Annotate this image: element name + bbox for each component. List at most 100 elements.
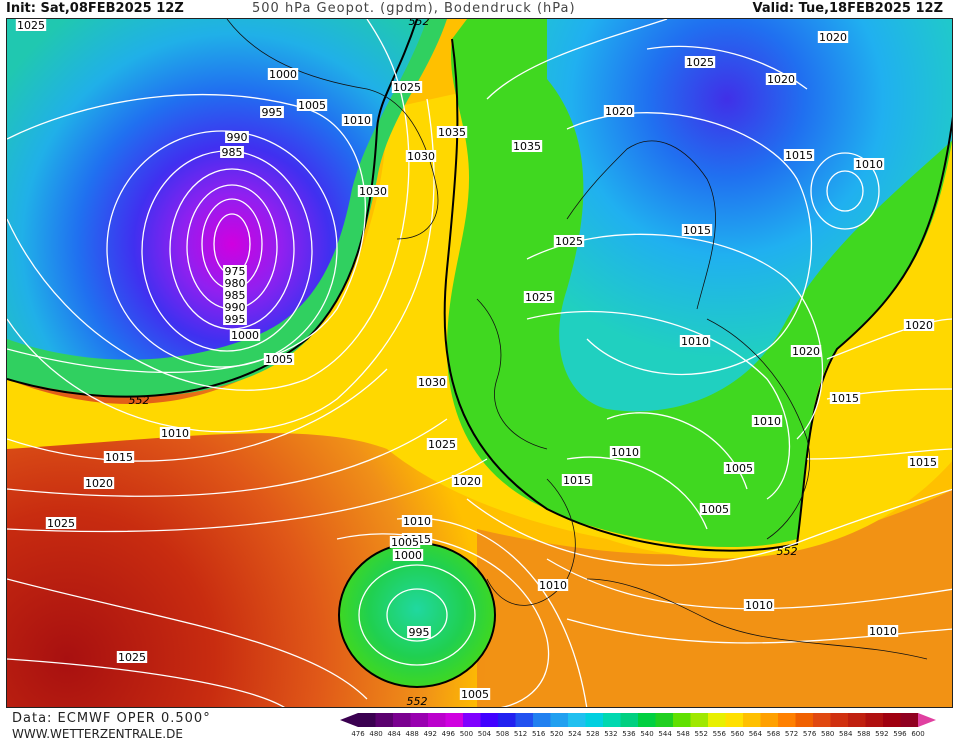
pressure-label: 990 (223, 301, 247, 314)
scale-cell (813, 713, 831, 727)
svg-text:990: 990 (227, 131, 248, 144)
pressure-label: 1025 (553, 235, 585, 248)
scale-tick-label: 496 (441, 730, 455, 738)
scale-tick-label: 520 (550, 730, 564, 738)
svg-text:1025: 1025 (428, 438, 456, 451)
valid-time-label: Valid: Tue,18FEB2025 12Z (752, 1, 944, 16)
pressure-label: 1015 (561, 474, 593, 487)
svg-text:1025: 1025 (393, 81, 421, 94)
svg-text:1025: 1025 (686, 56, 714, 69)
scale-cell (463, 713, 481, 727)
svg-text:1025: 1025 (555, 235, 583, 248)
scale-cell (445, 713, 464, 727)
scale-tick-label: 552 (694, 730, 708, 738)
chart-title: 500 hPa Geopot. (gpdm), Bodendruck (hPa) (252, 1, 576, 16)
svg-text:1015: 1015 (831, 392, 859, 405)
pressure-label: 1010 (743, 599, 775, 612)
contour-552-labels-layer: 552 552 552 552 (129, 19, 798, 708)
scale-tick-label: 548 (676, 730, 690, 738)
svg-text:1035: 1035 (438, 126, 466, 139)
scale-tick-label: 536 (622, 730, 636, 738)
svg-text:1005: 1005 (265, 353, 293, 366)
scale-tick-label: 556 (712, 730, 726, 738)
pressure-label: 975 (223, 265, 247, 278)
pressure-label: 1010 (341, 114, 373, 127)
scale-tick-label: 532 (604, 730, 618, 738)
scale-tick-label: 528 (586, 730, 600, 738)
pressure-label: 990 (225, 131, 249, 144)
pressure-label: 1010 (853, 158, 885, 171)
scale-cell (358, 713, 376, 727)
svg-text:1010: 1010 (753, 415, 781, 428)
svg-text:1000: 1000 (269, 68, 297, 81)
scale-tick-label: 544 (658, 730, 672, 738)
pressure-labels-layer: 1025100010059959909859759809859909951000… (15, 19, 939, 701)
scale-tick-label: 484 (387, 730, 401, 738)
svg-text:1015: 1015 (909, 456, 937, 469)
svg-text:1030: 1030 (359, 185, 387, 198)
svg-text:1025: 1025 (17, 19, 45, 32)
scale-tick-label: 508 (495, 730, 510, 738)
svg-text:1005: 1005 (701, 503, 729, 516)
scale-cell (795, 713, 814, 727)
pressure-label: 1000 (229, 329, 261, 342)
weather-map: 1025 1000 1005 995 990 985 975 980 985 990 995 1000… (6, 18, 953, 708)
scale-tick-label: 592 (875, 730, 889, 738)
svg-text:1035: 1035 (513, 140, 541, 153)
pressure-label: 1020 (83, 477, 115, 490)
scale-cell (375, 713, 394, 727)
pressure-label: 1000 (392, 549, 424, 562)
pressure-label: 1025 (684, 56, 716, 69)
pressure-label: 1035 (511, 140, 543, 153)
color-scale-bar (340, 713, 936, 727)
color-scale-labels: 476 480 484 488 492 496 500 504 508 512 516 520 524 5… (340, 730, 940, 740)
scale-tick-label: 568 (766, 730, 781, 738)
scale-tick-label: 516 (531, 730, 546, 738)
svg-text:1000: 1000 (394, 549, 422, 562)
scale-cell (900, 713, 919, 727)
pressure-label: 1005 (723, 462, 755, 475)
footer-bar: Data: ECMWF OPER 0.500° WWW.WETTERZENTRA… (0, 708, 959, 741)
pressure-label: 1015 (681, 224, 713, 237)
pressure-label: 985 (220, 146, 244, 159)
contour-552-label: 552 (129, 394, 150, 407)
scale-tick-label: 540 (640, 730, 654, 738)
pressure-label: 1030 (357, 185, 389, 198)
scale-tick-label: 584 (839, 730, 853, 738)
svg-text:1010: 1010 (403, 515, 431, 528)
svg-text:1010: 1010 (539, 579, 567, 592)
header-bar: Init: Sat,08FEB2025 12Z 500 hPa Geopot. … (0, 0, 959, 18)
pressure-label: 1020 (451, 475, 483, 488)
pressure-label: 980 (223, 277, 247, 290)
init-time-label: Init: Sat,08FEB2025 12Z (6, 1, 184, 16)
scale-cell (638, 713, 656, 727)
svg-text:1025: 1025 (525, 291, 553, 304)
pressure-label: 1020 (765, 73, 797, 86)
scale-tick-label: 512 (513, 730, 528, 738)
svg-text:1010: 1010 (681, 335, 709, 348)
pressure-label: 1020 (790, 345, 822, 358)
scale-cell (498, 713, 516, 727)
contour-552-label: 552 (777, 545, 798, 558)
scale-tick-label: 480 (369, 730, 383, 738)
svg-text:1005: 1005 (461, 688, 489, 701)
pressure-label: 1000 (267, 68, 299, 81)
pressure-label: 1010 (751, 415, 783, 428)
svg-text:1010: 1010 (161, 427, 189, 440)
scale-cell (568, 713, 586, 727)
scale-tick-label: 504 (477, 730, 492, 738)
svg-text:1020: 1020 (605, 105, 633, 118)
pressure-label: 1005 (699, 503, 731, 516)
svg-text:1030: 1030 (407, 150, 435, 163)
scale-cell (830, 713, 849, 727)
scale-tick-label: 488 (405, 730, 419, 738)
contour-552-label: 552 (407, 695, 428, 708)
scale-cell (673, 713, 691, 727)
scale-cell (655, 713, 674, 727)
svg-text:1010: 1010 (611, 446, 639, 459)
pressure-label: 1010 (609, 446, 641, 459)
scale-tick-label: 600 (911, 730, 925, 738)
scale-tick-label: 596 (893, 730, 907, 738)
scale-cell (760, 713, 779, 727)
scale-cell (883, 713, 901, 727)
